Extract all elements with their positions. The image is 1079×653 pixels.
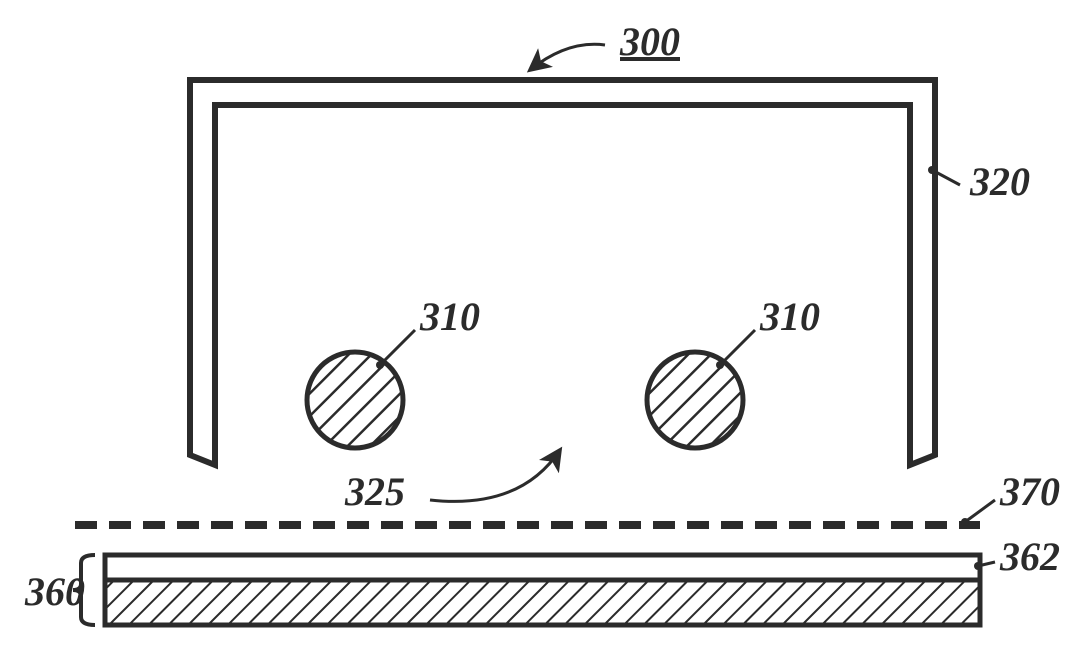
- label-toplayer: 362: [999, 534, 1060, 579]
- label-housing: 320: [969, 159, 1030, 204]
- circle-right: [647, 352, 743, 448]
- circle-left: [307, 352, 403, 448]
- label-circle_right: 310: [759, 294, 820, 339]
- label-gap: 325: [344, 469, 405, 514]
- label-circle_left: 310: [419, 294, 480, 339]
- housing-shape: [190, 80, 935, 465]
- layer-stack: [105, 555, 980, 625]
- label-dashline: 370: [999, 469, 1060, 514]
- patent-figure: 300 320 310 310 325 370 362 360: [0, 0, 1079, 653]
- label-stack: 360: [24, 569, 85, 614]
- label-assembly: 300: [619, 19, 680, 64]
